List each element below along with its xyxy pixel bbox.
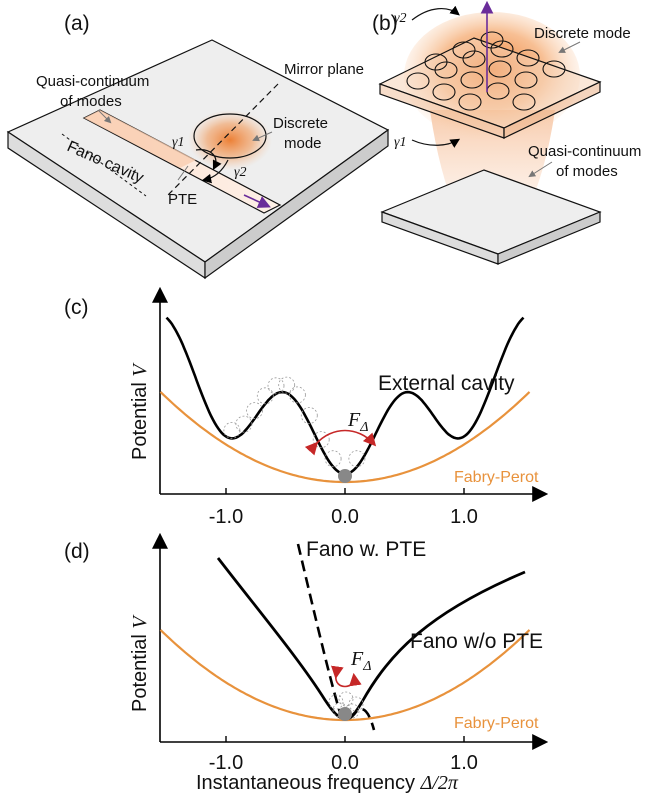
gamma1-arrow [195,149,222,171]
fano-with-pte-label: Fano w. PTE [306,538,426,561]
ball-trail-circle [223,421,241,439]
panel-a: (a) Quasi-continuum of modes Mirror plan… [6,12,390,280]
gamma1-label: γ1 [172,135,185,150]
ball-trail-circle [267,377,285,395]
panel-b: (b) [372,0,641,265]
external-cavity-label: External cavity [378,372,515,395]
gamma1-label-b: γ1 [394,135,407,150]
quasi-continuum-label-1: Quasi-continuum [36,73,149,90]
lower-slab-side-right [497,211,601,265]
pte-label: PTE [168,191,197,208]
lower-slab-top [380,169,602,255]
ball-c [338,469,352,483]
gamma1-arrow-b [411,138,461,148]
gamma2-label: γ2 [234,165,247,180]
force-arrow-c [304,429,377,456]
discrete-pointer [252,131,273,142]
gamma2-label-b: γ2 [394,11,407,26]
ball-trail-circle [300,407,318,424]
panel-c-label: (c) [64,296,89,319]
upper-slab-side-right [503,81,601,139]
tick-label-d-0: 0.0 [331,752,359,774]
mirror-plane-label: Mirror plane [284,61,364,78]
tick-label-c-1: 1.0 [450,506,478,528]
tick-label-d-m1: -1.0 [209,752,243,774]
ball-trail-c [223,376,366,468]
panel-c: (c) -1.0 0.0 1.0 Potential V FΔ External… [64,286,549,528]
discrete-mode-pointer-b [558,41,581,53]
quasi-continuum-label-b1: Quasi-continuum [528,143,641,160]
force-label-d: FΔ [350,648,371,674]
gamma2-arrow [201,159,229,184]
panel-a-label: (a) [64,12,90,35]
discrete-mode-ring [193,113,267,159]
discrete-mode-glow [188,110,272,170]
gamma2-arrow-b [411,5,460,21]
tick-label-c-m1: -1.0 [209,506,243,528]
pte-pointer [177,165,189,181]
force-arrow-d [331,665,362,688]
quasi-continuum-pointer [97,109,112,124]
ball-d [338,707,352,721]
output-arrow [243,194,271,208]
tick-label-c-0: 0.0 [331,506,359,528]
panel-d-label: (d) [64,540,90,563]
force-label-c: FΔ [347,409,368,435]
fabry-perot-label-d: Fabry-Perot [454,715,539,732]
discrete-mode-label-b: Discrete mode [534,25,631,42]
fano-cavity-shade [84,110,196,168]
ball-trail-circle [235,415,253,433]
ball-trail-circle [288,386,306,404]
ball-trail-circle [278,376,296,394]
fano-without-pte-label: Fano w/o PTE [410,630,543,653]
fabry-perot-label-c: Fabry-Perot [454,469,539,486]
ball-trail-circle [256,387,274,405]
ylabel-c: Potential V [129,362,151,460]
tick-label-d-1: 1.0 [450,752,478,774]
discrete-label-2: mode [284,135,322,152]
panel-b-label: (b) [372,12,398,35]
xlabel-d: Instantaneous frequency Δ/2π [196,772,459,793]
panel-d: (d) -1.0 0.0 1.0 Potential V Instantaneo… [64,532,549,793]
series-external-cavity [165,316,525,476]
discrete-label-1: Discrete [273,115,328,132]
slab-side-right [204,128,389,280]
quasi-continuum-label-b2: of modes [556,163,618,180]
ylabel-d: Potential V [129,614,151,712]
photonic-crystal-holes [406,31,566,111]
ball-trail-circle [246,402,264,420]
mirror-plane-line [167,83,279,196]
quasi-continuum-label-2: of modes [60,93,122,110]
quasi-continuum-pointer-b [528,161,553,178]
